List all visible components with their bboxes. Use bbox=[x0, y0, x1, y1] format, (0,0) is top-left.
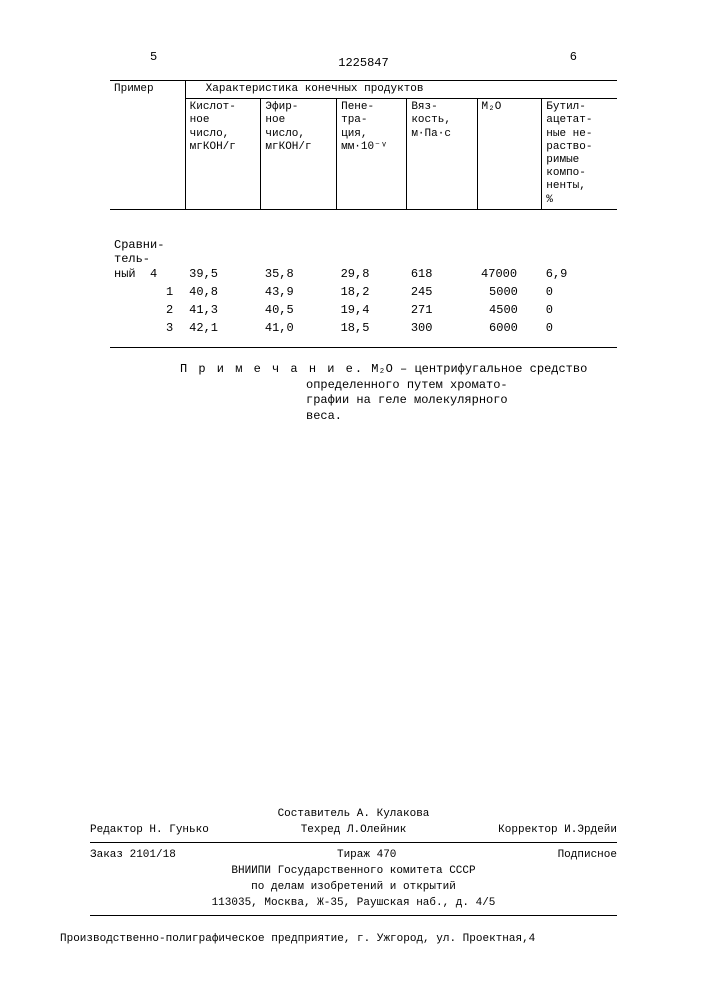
cell: 18,2 bbox=[337, 283, 407, 301]
note-text: веса. bbox=[306, 409, 617, 425]
footer-block: Составитель А. Кулакова Редактор Н. Гунь… bbox=[90, 806, 617, 920]
table-row: 1 40,8 43,9 18,2 245 5000 0 bbox=[110, 283, 617, 301]
note-text: графии на геле молекулярного bbox=[306, 393, 617, 409]
cell: 47000 bbox=[477, 222, 542, 284]
table-row: 3 42,1 41,0 18,5 300 6000 0 bbox=[110, 319, 617, 337]
page-num-left: 5 bbox=[150, 50, 157, 64]
table-row: Сравни- тель- ный 4 39,5 35,8 29,8 618 4… bbox=[110, 222, 617, 284]
cell: 19,4 bbox=[337, 301, 407, 319]
signed: Подписное bbox=[558, 849, 617, 861]
col-ether: Эфир- ное число, мгКОН/г bbox=[261, 99, 337, 210]
cell: 35,8 bbox=[261, 222, 337, 284]
cell: 271 bbox=[407, 301, 477, 319]
cell: 0 bbox=[542, 283, 617, 301]
row-num: 2 bbox=[110, 301, 185, 319]
cell: 300 bbox=[407, 319, 477, 337]
tech-editor: Техред Л.Олейник bbox=[301, 824, 407, 836]
row-num: 1 bbox=[110, 283, 185, 301]
note-label: П р и м е ч а н и е. bbox=[180, 362, 364, 376]
org-line: 113035, Москва, Ж-35, Раушская наб., д. … bbox=[90, 895, 617, 911]
row-num: 4 bbox=[150, 267, 157, 281]
col-group-header: Характеристика конечных продуктов bbox=[185, 81, 617, 99]
page-num-right: 6 bbox=[570, 50, 577, 64]
data-table: Пример Характеристика конечных продуктов… bbox=[110, 80, 617, 348]
document-page: 5 6 1225847 Пример Характеристика конечн… bbox=[0, 0, 707, 465]
cell: 5000 bbox=[477, 283, 542, 301]
col-penetration: Пене- тра- ция, мм·10⁻ᵛ bbox=[337, 99, 407, 210]
cell: 43,9 bbox=[261, 283, 337, 301]
table-row: 2 41,3 40,5 19,4 271 4500 0 bbox=[110, 301, 617, 319]
cell: 245 bbox=[407, 283, 477, 301]
cell: 41,3 bbox=[185, 301, 261, 319]
cell: 0 bbox=[542, 301, 617, 319]
cell: 4500 bbox=[477, 301, 542, 319]
cell: 40,8 bbox=[185, 283, 261, 301]
col-m2o: M₂O bbox=[477, 99, 542, 210]
cell: 40,5 bbox=[261, 301, 337, 319]
col-example: Пример bbox=[110, 81, 185, 210]
editor: Редактор Н. Гунько bbox=[90, 824, 209, 836]
compiler-line: Составитель А. Кулакова bbox=[90, 806, 617, 822]
order-number: Заказ 2101/18 bbox=[90, 849, 176, 861]
org-line: ВНИИПИ Государственного комитета СССР bbox=[90, 863, 617, 879]
cell: 6000 bbox=[477, 319, 542, 337]
note-text: определенного путем хромато- bbox=[306, 378, 617, 394]
note-text: M₂O – центрифугальное средство bbox=[371, 362, 587, 376]
corrector: Корректор И.Эрдейи bbox=[498, 824, 617, 836]
cell: 6,9 bbox=[542, 222, 617, 284]
cell: 29,8 bbox=[337, 222, 407, 284]
note-block: П р и м е ч а н и е. M₂O – центрифугальн… bbox=[180, 362, 617, 424]
cell: 41,0 bbox=[261, 319, 337, 337]
cell: 42,1 bbox=[185, 319, 261, 337]
org-line: по делам изобретений и открытий bbox=[90, 879, 617, 895]
tirazh: Тираж 470 bbox=[337, 849, 396, 861]
row-num: 3 bbox=[110, 319, 185, 337]
printer-line: Производственно-полиграфическое предприя… bbox=[60, 933, 647, 945]
cell: 0 bbox=[542, 319, 617, 337]
col-butyl: Бутил- ацетат- ные не- раство- римые ком… bbox=[542, 99, 617, 210]
cell: 18,5 bbox=[337, 319, 407, 337]
document-number: 1225847 bbox=[110, 56, 617, 70]
divider bbox=[90, 915, 617, 916]
col-viscosity: Вяз- кость, м·Па·с bbox=[407, 99, 477, 210]
cell: 618 bbox=[407, 222, 477, 284]
divider bbox=[90, 842, 617, 843]
cell: 39,5 bbox=[185, 222, 261, 284]
col-acid: Кислот- ное число, мгКОН/г bbox=[185, 99, 261, 210]
